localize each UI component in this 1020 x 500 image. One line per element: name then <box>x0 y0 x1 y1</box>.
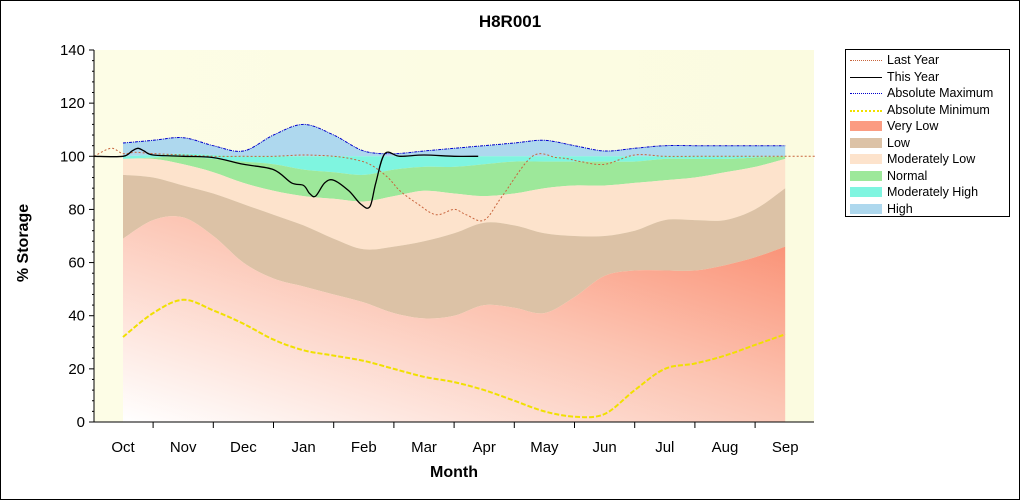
y-tick-label: 60 <box>68 255 85 272</box>
legend-swatch <box>850 137 882 148</box>
legend-label: Very Low <box>887 119 939 133</box>
legend-item: Absolute Minimum <box>846 102 1011 118</box>
y-tick-label: 100 <box>60 148 85 165</box>
x-tick-label: Jun <box>593 439 617 456</box>
legend-swatch <box>850 187 882 197</box>
legend-label: Last Year <box>887 53 940 67</box>
legend-label: Absolute Minimum <box>887 102 990 117</box>
legend-label: High <box>887 201 913 216</box>
legend-item: High <box>846 201 1011 217</box>
legend-item: This Year <box>846 69 1011 85</box>
last-year-line <box>93 147 816 222</box>
legend-swatch <box>850 121 882 131</box>
x-tick-label: Nov <box>170 439 197 456</box>
y-tick-label: 80 <box>68 201 85 218</box>
legend: Last Year This Year Absolute Maximum Absolu… <box>845 49 1010 217</box>
y-tick-label: 0 <box>77 414 85 431</box>
legend-item: Very Low <box>846 118 1011 134</box>
absolute-maximum-line <box>122 123 786 155</box>
band-moderately-low <box>123 158 786 250</box>
legend-item: Last Year <box>846 52 1011 68</box>
legend-item: Moderately High <box>846 184 1011 200</box>
legend-label: This Year <box>887 69 940 84</box>
legend-swatch <box>850 60 882 61</box>
x-tick-label: Dec <box>230 439 257 456</box>
band-moderately-high <box>123 153 786 175</box>
absolute-minimum-line <box>122 298 786 419</box>
legend-label: Low <box>887 135 910 150</box>
y-tick-label: 140 <box>60 42 85 59</box>
y-tick-label: 120 <box>60 95 85 112</box>
x-tick-label: Jul <box>655 439 674 456</box>
legend-item: Low <box>846 135 1011 151</box>
legend-swatch <box>850 93 882 94</box>
band-high <box>123 124 786 157</box>
legend-swatch <box>850 170 882 181</box>
band-normal <box>123 156 786 202</box>
chart-title: H8R001 <box>478 12 542 31</box>
legend-swatch <box>850 76 882 78</box>
x-tick-label: Mar <box>411 439 437 456</box>
x-tick-label: Feb <box>351 439 377 456</box>
legend-item: Normal <box>846 168 1011 184</box>
x-tick-label: Aug <box>712 439 739 456</box>
x-tick-label: May <box>530 439 559 456</box>
axes: 0 20 40 60 80 100 120 140 Oct Nov Dec Jan Feb Mar Apr M… <box>60 42 814 456</box>
y-tick-label: 40 <box>68 308 85 325</box>
y-tick-label: 20 <box>68 361 85 378</box>
storage-lines <box>93 123 816 419</box>
x-tick-label: Jan <box>292 439 316 456</box>
legend-label: Absolute Maximum <box>887 86 994 100</box>
legend-swatch <box>850 154 882 164</box>
legend-item: Absolute Maximum <box>846 85 1011 101</box>
x-tick-label: Sep <box>772 439 799 456</box>
legend-label: Moderately Low <box>887 152 976 166</box>
band-very-low <box>123 216 786 422</box>
this-year-line <box>93 147 479 209</box>
y-axis-label: % Storage <box>15 203 32 283</box>
x-axis-label: Month <box>430 464 478 481</box>
legend-swatch <box>850 203 882 214</box>
band-low <box>123 174 786 319</box>
x-tick-label: Apr <box>473 439 496 456</box>
legend-label: Moderately High <box>887 185 979 199</box>
legend-label: Normal <box>887 168 928 183</box>
legend-swatch <box>850 109 882 112</box>
legend-item: Moderately Low <box>846 151 1011 167</box>
x-tick-label: Oct <box>111 439 135 456</box>
storage-bands <box>123 124 786 422</box>
